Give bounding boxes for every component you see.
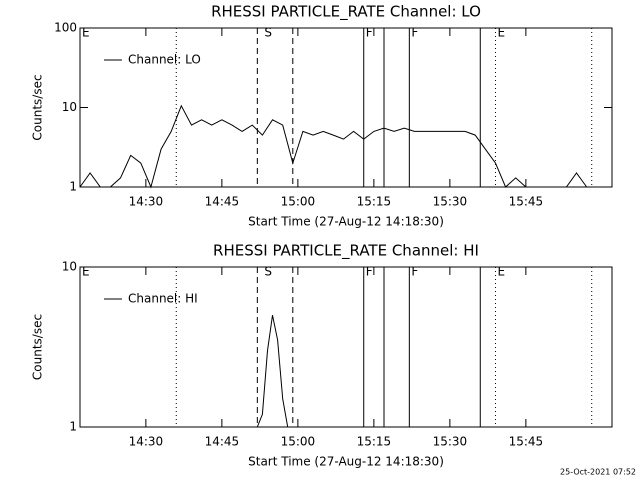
y-axis-label: Counts/sec xyxy=(31,314,45,380)
y-tick-label: 10 xyxy=(62,100,77,114)
chart-title: RHESSI PARTICLE_RATE Channel: HI xyxy=(213,242,479,261)
marker-label: S xyxy=(264,265,272,279)
x-axis-label: Start Time (27-Aug-12 14:18:30) xyxy=(248,455,444,469)
x-tick-label: 15:15 xyxy=(357,435,392,449)
x-tick-label: 15:30 xyxy=(433,435,468,449)
marker-label: E xyxy=(497,265,505,279)
footer: 25-Oct-2021 07:52 xyxy=(560,468,636,477)
plot-frame xyxy=(79,266,613,428)
x-tick-label: 15:45 xyxy=(509,435,544,449)
marker-label: S xyxy=(264,26,272,40)
x-axis-label: Start Time (27-Aug-12 14:18:30) xyxy=(248,215,444,229)
marker-label: F xyxy=(411,26,418,40)
x-tick-label: 14:30 xyxy=(129,435,164,449)
marker-label: E xyxy=(497,26,505,40)
marker-label: E xyxy=(82,26,90,40)
x-tick-label: 14:45 xyxy=(205,435,240,449)
marker-label: F xyxy=(411,265,418,279)
y-tick-label: 10 xyxy=(62,260,77,274)
marker-label: F xyxy=(366,26,373,40)
marker-label: F xyxy=(366,265,373,279)
y-tick-label: 1 xyxy=(69,420,77,434)
y-tick-label: 100 xyxy=(54,21,77,35)
x-tick-label: 15:00 xyxy=(281,435,316,449)
legend-label: Channel: LO xyxy=(128,53,201,67)
y-axis-label: Counts/sec xyxy=(31,74,45,140)
x-tick-label: 15:15 xyxy=(357,195,392,209)
data-line xyxy=(79,104,588,189)
legend-label: Channel: HI xyxy=(128,292,198,306)
x-tick-label: 15:00 xyxy=(281,195,316,209)
x-tick-label: 15:30 xyxy=(433,195,468,209)
x-tick-label: 15:45 xyxy=(509,195,544,209)
marker-label: E xyxy=(82,265,90,279)
x-tick-label: 14:30 xyxy=(129,195,164,209)
data-line xyxy=(256,315,289,428)
chart-title: RHESSI PARTICLE_RATE Channel: LO xyxy=(211,3,481,22)
x-tick-label: 14:45 xyxy=(205,195,240,209)
y-tick-label: 1 xyxy=(69,180,77,194)
